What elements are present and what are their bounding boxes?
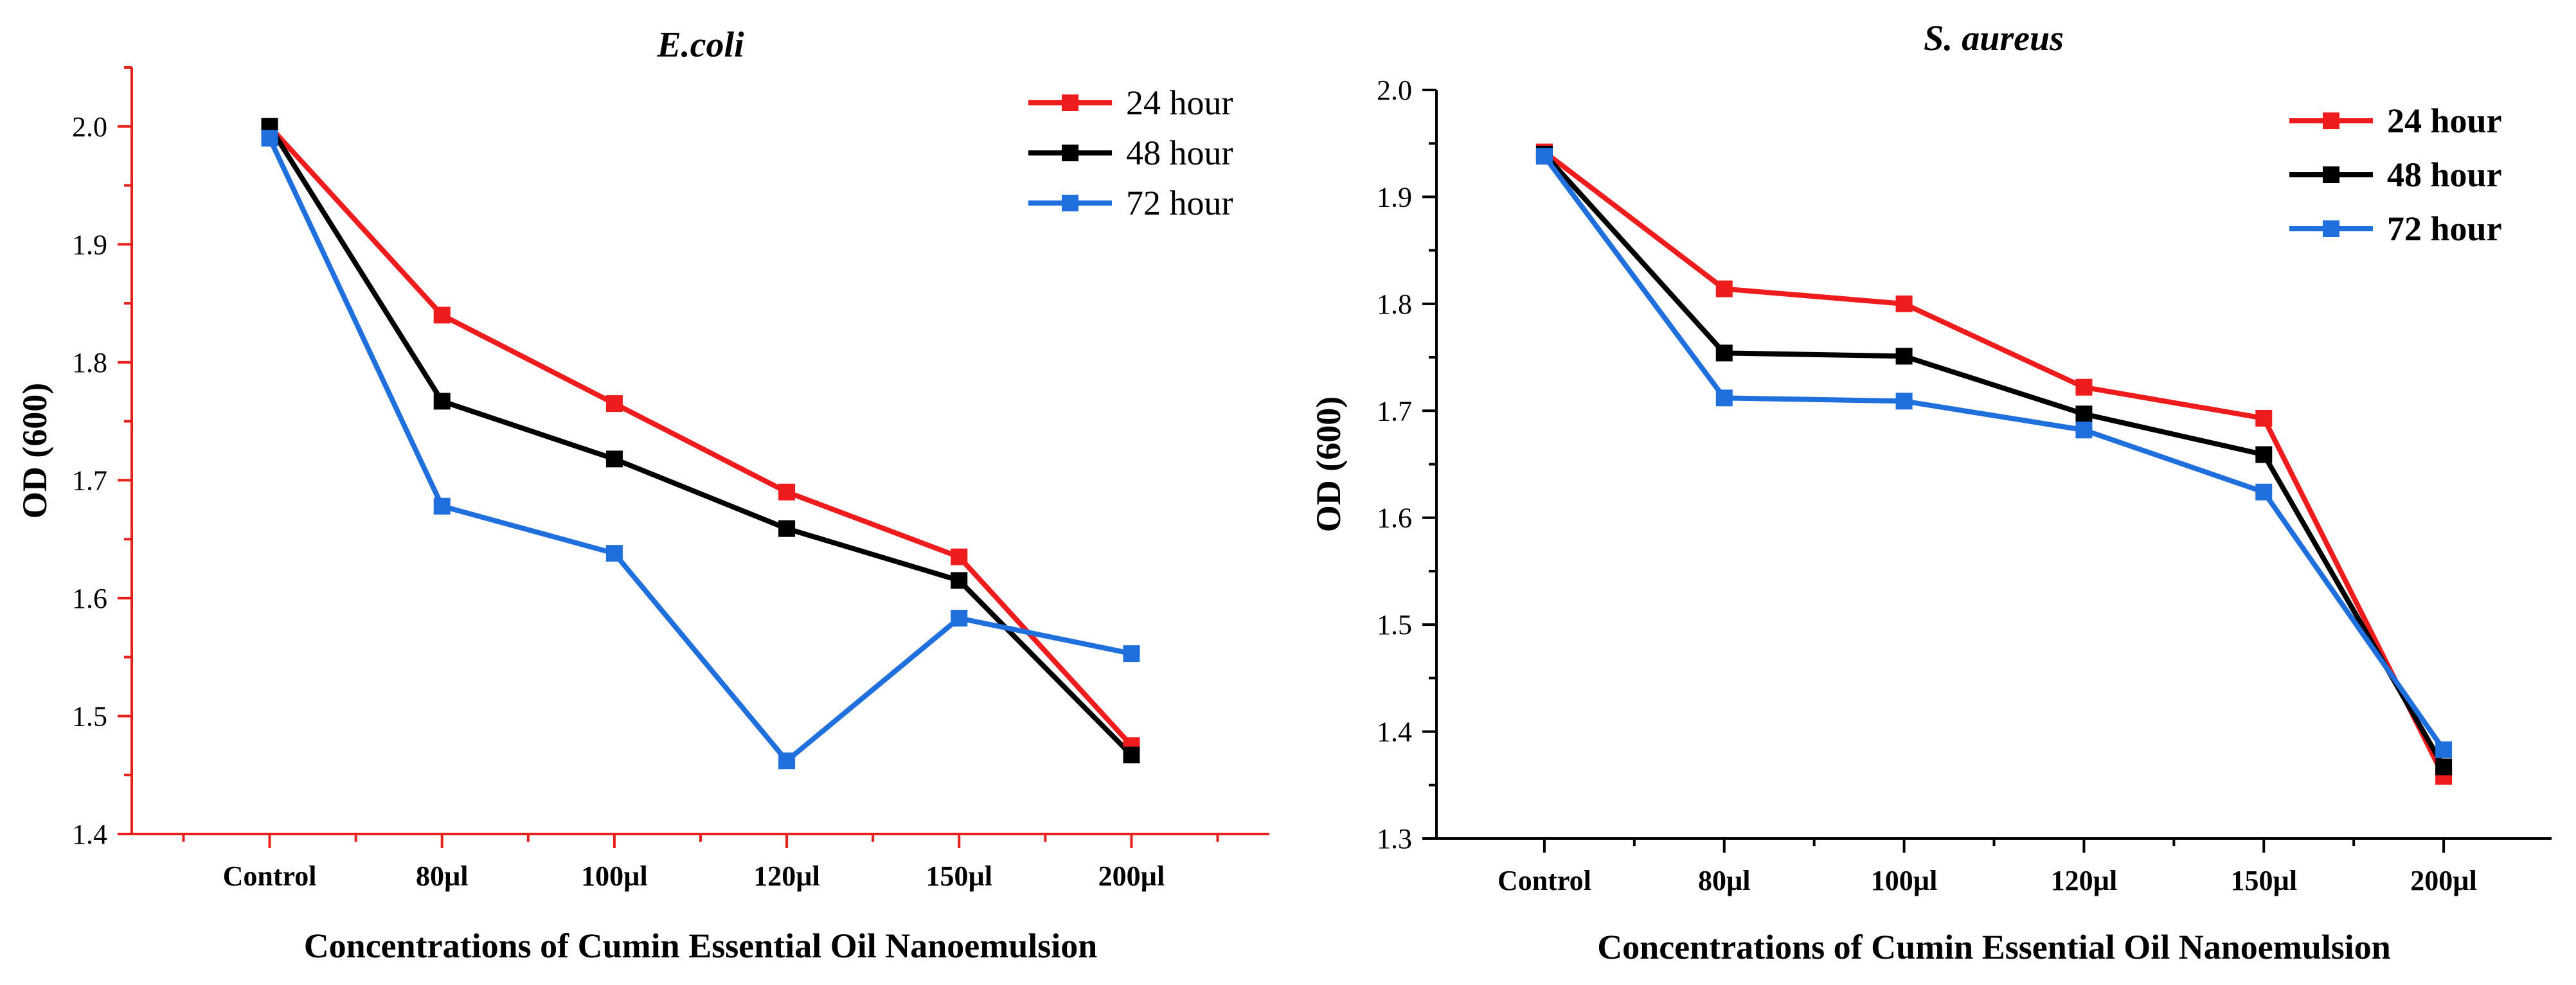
y-tick-label: 1.8 <box>1377 288 1412 320</box>
y-tick-label: 1.9 <box>72 229 107 260</box>
x-axis-label: Concentrations of Cumin Essential Oil Na… <box>1597 928 2391 966</box>
data-point-72-hour <box>2435 741 2453 758</box>
series-line-72-hour <box>267 137 1132 764</box>
data-point-72-hour <box>1535 148 1553 165</box>
data-point-24-hour <box>778 483 796 501</box>
series-line-24-hour <box>267 125 1134 748</box>
chart-ecoli: E.coli 1.4 1.5 1.6 1.7 1.8 1.9 2.0 Control 80µl 10… <box>15 25 1269 965</box>
x-tick-label: 200µl <box>1098 860 1165 892</box>
legend-marker <box>1062 145 1078 161</box>
data-point-48-hour <box>1895 348 1913 365</box>
x-tick-label: 80µl <box>416 860 469 892</box>
data-point-72-hour <box>2255 483 2273 501</box>
y-tick-label: 1.3 <box>1377 823 1412 855</box>
legend-marker <box>1062 195 1078 211</box>
legend-marker <box>2323 220 2339 237</box>
series-line-72-hour <box>1542 154 2446 752</box>
y-tick-label: 1.4 <box>72 819 107 850</box>
x-tick-label: 80µl <box>1698 865 1751 896</box>
data-point-48-hour <box>433 393 451 410</box>
data-point-24-hour <box>433 306 451 324</box>
series-line-48-hour <box>267 125 1134 757</box>
legend-label: 72 hour <box>1126 184 1233 222</box>
data-point-24-hour <box>1715 280 1733 297</box>
y-tick-label: 1.6 <box>72 583 107 614</box>
data-point-72-hour <box>778 752 796 770</box>
legend-marker <box>2323 112 2339 129</box>
data-point-72-hour <box>261 130 278 147</box>
data-point-48-hour <box>778 520 796 537</box>
y-tick-label: 2.0 <box>72 111 107 143</box>
chart-s-aureus: S. aureus 1.3 1.4 1.5 1.6 1.7 1.8 1.9 2.0 Control… <box>1309 19 2552 966</box>
data-point-24-hour <box>951 548 968 565</box>
y-tick-label: 1.8 <box>72 347 107 378</box>
legend-label: 72 hour <box>2387 209 2502 248</box>
y-tick-label: 1.7 <box>72 465 107 496</box>
data-point-48-hour <box>2435 758 2453 776</box>
data-point-48-hour <box>951 572 968 589</box>
y-tick-label: 1.5 <box>72 700 107 732</box>
legend-label: 48 hour <box>1126 134 1233 172</box>
x-tick-label: 120µl <box>753 860 820 892</box>
legend-label: 24 hour <box>2387 102 2502 140</box>
data-point-48-hour <box>2255 446 2273 463</box>
y-axis-label: OD (600) <box>15 383 54 519</box>
y-tick-label: 1.4 <box>1377 716 1412 748</box>
data-point-24-hour <box>605 395 623 413</box>
legend-label: 24 hour <box>1126 84 1233 122</box>
chart-title: E.coli <box>656 25 744 65</box>
series-line-24-hour <box>1543 150 2446 778</box>
series-line-48-hour <box>1542 152 2446 768</box>
x-axis-label: Concentrations of Cumin Essential Oil Na… <box>304 927 1098 965</box>
y-tick-label: 1.5 <box>1377 609 1412 641</box>
chart-title: S. aureus <box>1924 19 2064 58</box>
data-point-72-hour <box>1123 645 1140 662</box>
data-point-24-hour <box>2075 378 2093 396</box>
x-tick-label: 200µl <box>2410 865 2477 896</box>
y-tick-label: 2.0 <box>1377 75 1412 106</box>
data-point-24-hour <box>2255 409 2273 427</box>
data-point-48-hour <box>605 450 623 468</box>
x-tick-label: Control <box>223 860 317 892</box>
x-tick-label: Control <box>1498 865 1591 896</box>
x-tick-label: 100µl <box>581 860 648 892</box>
data-point-72-hour <box>1715 389 1733 407</box>
data-point-72-hour <box>2075 422 2093 439</box>
data-point-72-hour <box>951 610 968 627</box>
data-point-24-hour <box>1895 295 1913 312</box>
legend-label: 48 hour <box>2387 155 2502 194</box>
data-point-48-hour <box>2075 405 2093 423</box>
y-tick-label: 1.9 <box>1377 181 1412 213</box>
x-tick-label: 150µl <box>926 860 992 892</box>
data-point-72-hour <box>1895 393 1913 410</box>
legend-marker <box>1062 94 1078 111</box>
x-tick-label: 120µl <box>2051 865 2118 896</box>
data-point-72-hour <box>433 497 451 515</box>
y-tick-label: 1.7 <box>1377 395 1412 427</box>
x-tick-label: 100µl <box>1871 865 1938 896</box>
y-axis-label: OD (600) <box>1309 396 1348 532</box>
data-point-48-hour <box>1715 344 1733 362</box>
data-point-48-hour <box>1123 747 1140 764</box>
legend-marker <box>2323 166 2339 183</box>
data-point-72-hour <box>605 545 623 562</box>
y-tick-label: 1.6 <box>1377 502 1412 534</box>
x-tick-label: 150µl <box>2230 865 2297 896</box>
